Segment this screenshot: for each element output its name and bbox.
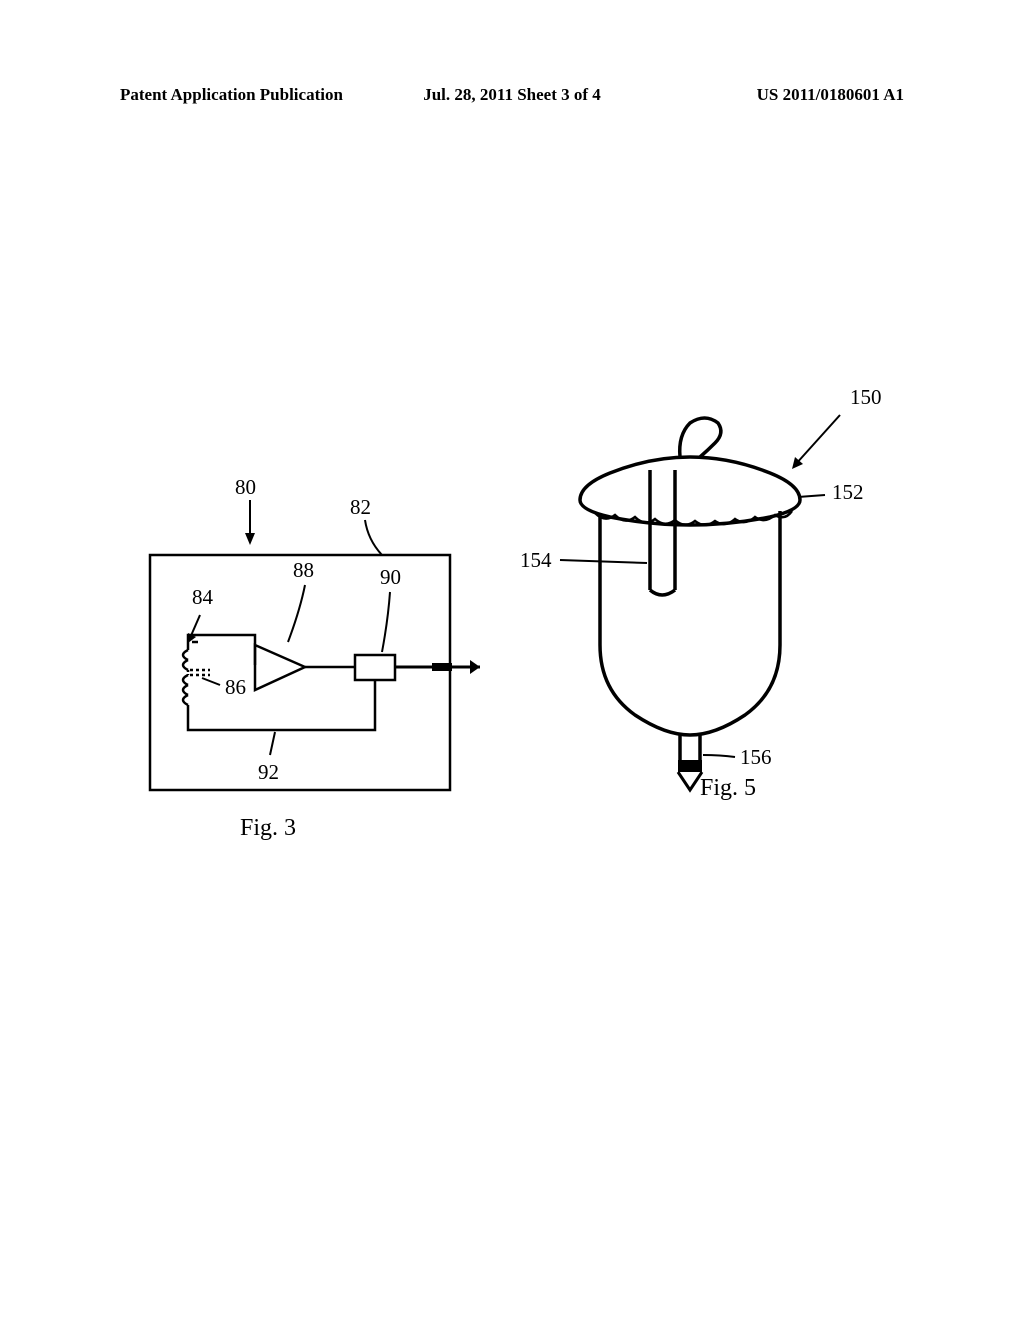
ref-84: 84 [192, 585, 213, 610]
page-header: Patent Application Publication Jul. 28, … [0, 85, 1024, 105]
figure-3-svg [140, 530, 510, 810]
ref-156: 156 [740, 745, 772, 770]
figure-5-label: Fig. 5 [700, 775, 756, 802]
ref-82: 82 [350, 495, 371, 520]
ref-90: 90 [380, 565, 401, 590]
figure-3-label: Fig. 3 [240, 815, 296, 842]
ref-150: 150 [850, 385, 882, 410]
figure-5 [520, 395, 890, 805]
ref-92: 92 [258, 760, 279, 785]
figure-5-svg [520, 395, 910, 815]
ref-80: 80 [235, 475, 256, 500]
header-date-sheet: Jul. 28, 2011 Sheet 3 of 4 [381, 85, 642, 105]
ref-88: 88 [293, 558, 314, 583]
header-publication-type: Patent Application Publication [120, 85, 381, 105]
header-publication-number: US 2011/0180601 A1 [643, 85, 904, 105]
ref-86: 86 [225, 675, 246, 700]
ref-152: 152 [832, 480, 864, 505]
ref-154: 154 [520, 548, 552, 573]
